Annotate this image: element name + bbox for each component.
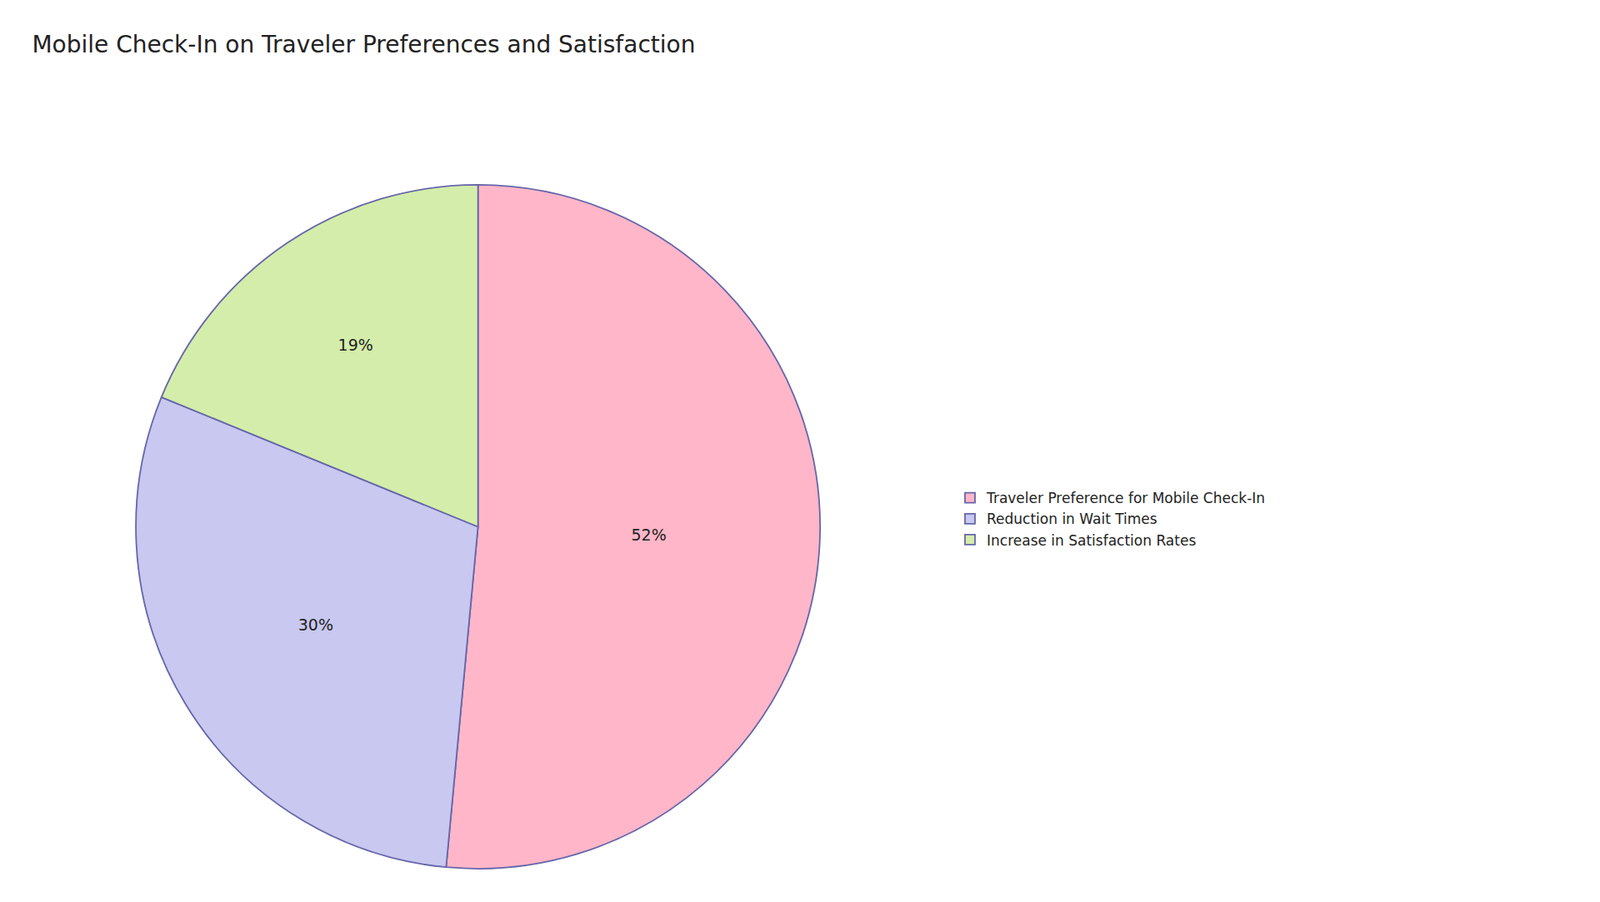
- svg-text:Mobile Check-In on Traveler Pr: Mobile Check-In on Traveler Preferences …: [31, 30, 695, 59]
- svg-text:Traveler Preference for Mobile: Traveler Preference for Mobile Check-In: [985, 490, 1265, 507]
- svg-text:30%: 30%: [298, 615, 334, 635]
- svg-text:Reduction in Wait Times: Reduction in Wait Times: [986, 510, 1158, 528]
- svg-text:Increase in Satisfaction Rates: Increase in Satisfaction Rates: [986, 532, 1196, 550]
- svg-text:52%: 52%: [631, 525, 667, 545]
- svg-text:19%: 19%: [338, 335, 374, 355]
